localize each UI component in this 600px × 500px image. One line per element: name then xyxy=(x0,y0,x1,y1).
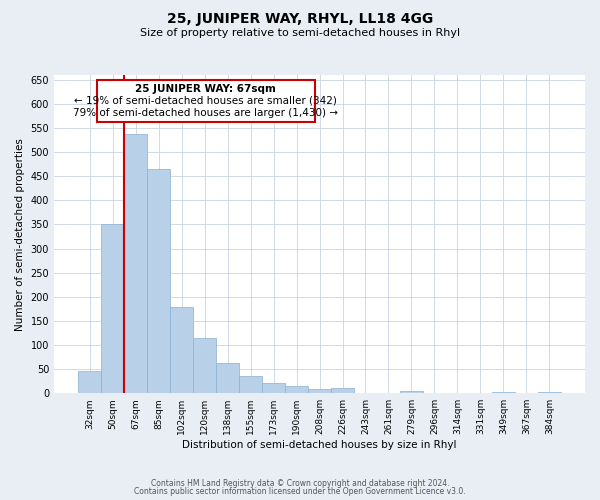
FancyBboxPatch shape xyxy=(97,80,315,122)
Text: 25, JUNIPER WAY, RHYL, LL18 4GG: 25, JUNIPER WAY, RHYL, LL18 4GG xyxy=(167,12,433,26)
Bar xyxy=(492,392,515,393)
Bar xyxy=(101,224,124,393)
Bar xyxy=(216,364,239,393)
Text: 79% of semi-detached houses are larger (1,430) →: 79% of semi-detached houses are larger (… xyxy=(73,108,338,118)
Bar xyxy=(193,338,216,393)
Bar xyxy=(538,392,561,393)
Text: 25 JUNIPER WAY: 67sqm: 25 JUNIPER WAY: 67sqm xyxy=(136,84,276,94)
Bar xyxy=(262,382,285,393)
Bar xyxy=(239,376,262,393)
Text: Size of property relative to semi-detached houses in Rhyl: Size of property relative to semi-detach… xyxy=(140,28,460,38)
Bar xyxy=(308,390,331,393)
X-axis label: Distribution of semi-detached houses by size in Rhyl: Distribution of semi-detached houses by … xyxy=(182,440,457,450)
Bar xyxy=(78,370,101,393)
Text: Contains HM Land Registry data © Crown copyright and database right 2024.: Contains HM Land Registry data © Crown c… xyxy=(151,478,449,488)
Text: ← 19% of semi-detached houses are smaller (342): ← 19% of semi-detached houses are smalle… xyxy=(74,96,337,106)
Bar xyxy=(285,386,308,393)
Text: Contains public sector information licensed under the Open Government Licence v3: Contains public sector information licen… xyxy=(134,487,466,496)
Bar xyxy=(147,169,170,393)
Bar xyxy=(331,388,354,393)
Y-axis label: Number of semi-detached properties: Number of semi-detached properties xyxy=(15,138,25,330)
Bar xyxy=(124,134,147,393)
Bar xyxy=(170,308,193,393)
Bar xyxy=(400,391,423,393)
